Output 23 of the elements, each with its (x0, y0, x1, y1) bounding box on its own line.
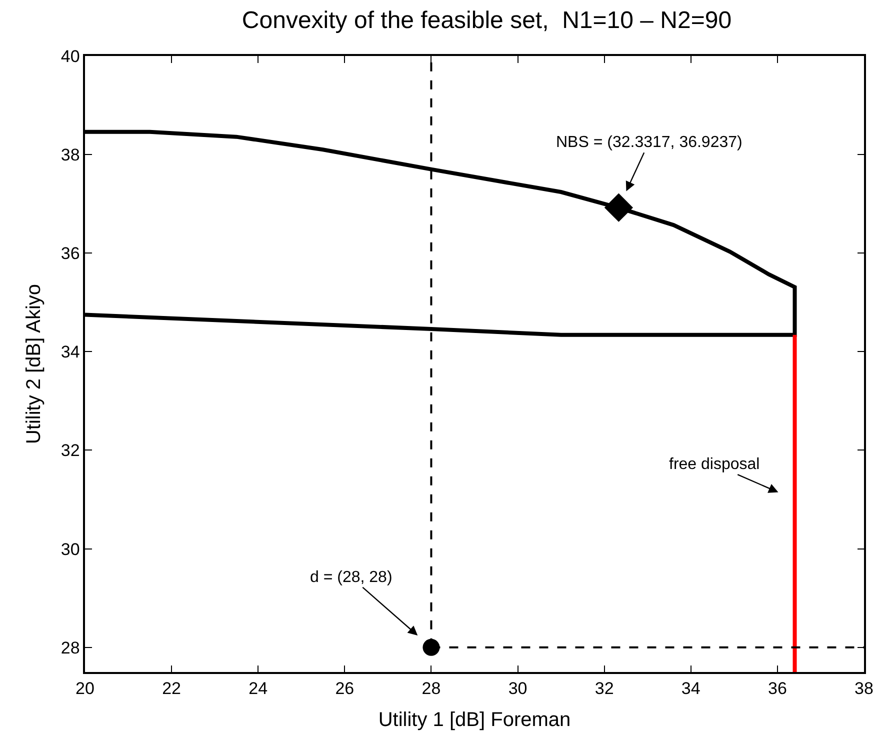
y-tick-label: 32 (60, 441, 80, 460)
y-tick-label: 36 (60, 244, 80, 264)
y-axis-title: Utility 2 [dB] Akiyo (22, 284, 45, 444)
y-tick-label: 28 (60, 638, 80, 658)
y-tick-label: 38 (60, 146, 80, 165)
y-tick-label: 40 (60, 46, 80, 66)
x-tick-label: 26 (335, 679, 354, 698)
x-tick-label: 20 (76, 679, 94, 698)
x-axis-title: Utility 1 [dB] Foreman (378, 709, 571, 732)
y-tick-label: 30 (60, 540, 80, 559)
x-tick-label: 22 (162, 679, 182, 698)
x-tick-label: 38 (854, 679, 874, 698)
x-tick-label: 34 (681, 679, 700, 698)
x-tick-label: 30 (508, 679, 528, 698)
x-tick-label: 28 (422, 679, 441, 698)
annotation: free disposal (669, 456, 760, 473)
x-tick-label: 24 (248, 679, 268, 698)
x-tick-label: 36 (768, 679, 787, 698)
y-tick-label: 34 (60, 342, 80, 362)
annotation: d = (28, 28) (310, 569, 392, 586)
annotation: NBS = (32.3317, 36.9237) (556, 134, 742, 151)
chart-title: Convexity of the feasible set, N1=10 – N2=90 (242, 6, 732, 34)
x-tick-label: 32 (594, 679, 614, 698)
